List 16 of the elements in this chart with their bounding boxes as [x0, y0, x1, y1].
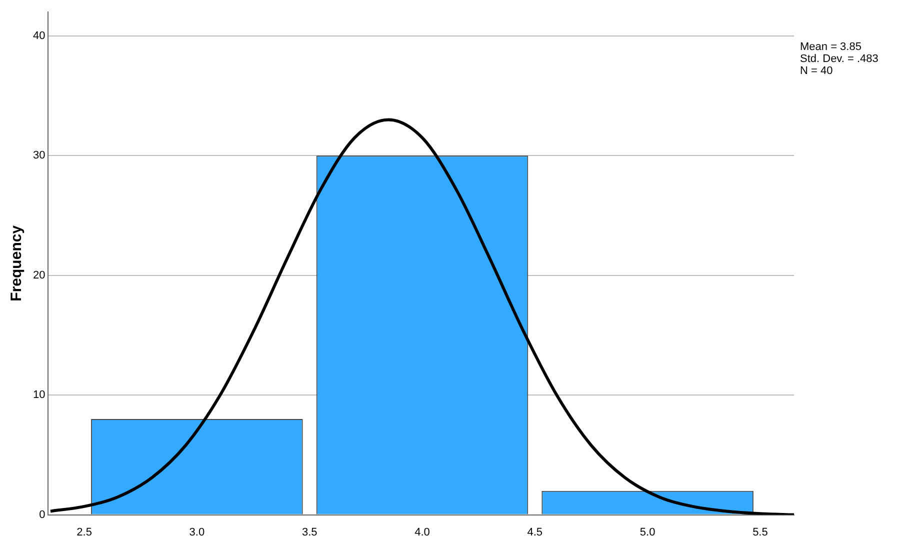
x-tick-label: 4.5	[527, 526, 543, 538]
y-axis-title: Frequency	[8, 224, 26, 302]
y-tick-label: 0	[39, 508, 46, 521]
x-tick-label: 5.0	[640, 526, 656, 538]
y-tick-label: 20	[32, 269, 46, 282]
x-tick-label: 2.5	[76, 526, 92, 538]
text: N = 40	[800, 65, 834, 77]
text: Std. Dev. = .483	[800, 53, 878, 65]
x-tick-label: 3.0	[189, 526, 205, 538]
y-tick-label: 10	[32, 389, 46, 402]
x-tick-label: 4.0	[414, 526, 430, 538]
y-tick-label: 30	[32, 150, 46, 162]
y-tick-label: 40	[32, 30, 46, 42]
x-tick-label: 5.5	[752, 526, 768, 538]
text: Mean = 3.85	[800, 41, 862, 53]
x-tick-label: 3.5	[302, 526, 318, 538]
